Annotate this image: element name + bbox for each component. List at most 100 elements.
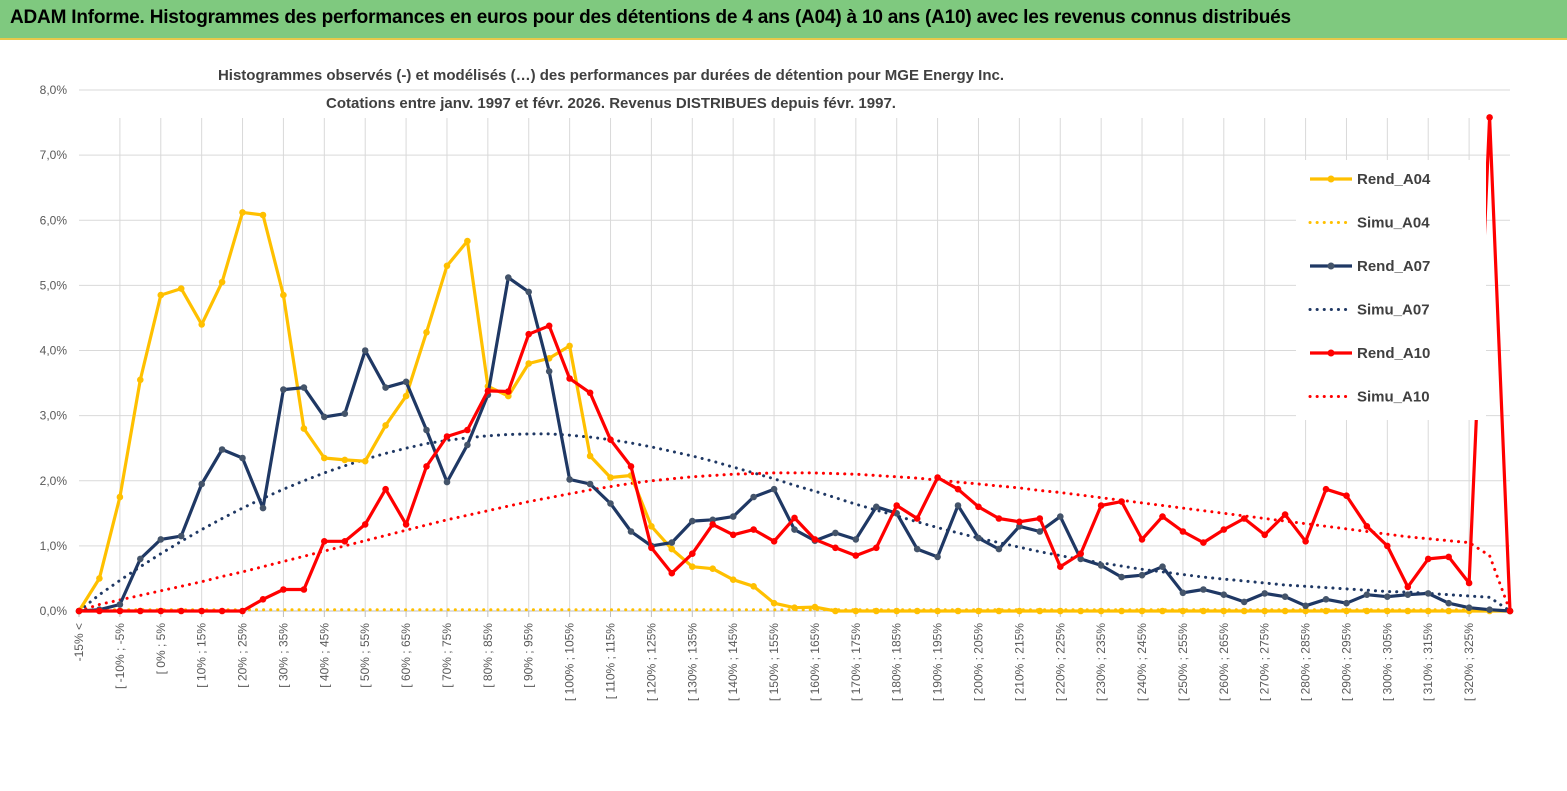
series xyxy=(75,114,1514,615)
data-point-rend-a10 xyxy=(729,531,737,539)
data-point-rend-a04 xyxy=(443,262,451,270)
x-tick-label: [ 30% ; 35% xyxy=(276,623,290,688)
y-tick-label: 4,0% xyxy=(40,344,68,358)
data-point-rend-a04 xyxy=(729,576,737,583)
data-point-rend-a07 xyxy=(423,426,430,434)
data-point-rend-a04 xyxy=(198,321,205,328)
x-tick-label: [ 20% ; 25% xyxy=(236,623,250,688)
data-point-rend-a10 xyxy=(995,515,1003,522)
data-point-rend-a10 xyxy=(1363,523,1371,530)
data-point-rend-a04 xyxy=(177,285,185,292)
data-point-rend-a10 xyxy=(975,503,982,511)
x-tick-label: [ 140% ; 145% xyxy=(726,623,740,701)
legend-label-rend-a10: Rend_A10 xyxy=(1357,345,1430,362)
data-point-rend-a04 xyxy=(1384,607,1391,615)
x-tick-label: [ 220% ; 225% xyxy=(1053,623,1067,701)
data-point-rend-a10 xyxy=(505,388,512,395)
data-point-rend-a10 xyxy=(1302,538,1309,545)
data-point-rend-a04 xyxy=(116,493,124,501)
data-point-rend-a04 xyxy=(382,422,389,429)
data-point-rend-a07 xyxy=(627,528,635,535)
x-tick-label: [ 40% ; 45% xyxy=(317,623,331,688)
data-point-rend-a10 xyxy=(157,607,165,615)
data-point-rend-a10 xyxy=(1220,526,1228,533)
legend-background xyxy=(1296,160,1486,420)
chart-title: Histogrammes observés (-) et modélisés (… xyxy=(218,67,1004,84)
data-point-rend-a07 xyxy=(137,555,144,563)
data-point-rend-a07 xyxy=(1465,604,1473,611)
data-point-rend-a07 xyxy=(668,539,676,546)
data-point-rend-a10 xyxy=(709,521,716,528)
data-point-rend-a07 xyxy=(1302,602,1309,610)
data-point-rend-a10 xyxy=(668,569,676,577)
data-point-rend-a07 xyxy=(607,500,614,507)
x-tick-label: [ 240% ; 245% xyxy=(1135,623,1149,701)
data-point-rend-a10 xyxy=(464,426,471,434)
data-point-rend-a07 xyxy=(443,478,451,486)
data-point-rend-a10 xyxy=(913,515,921,522)
legend-label-simu-a07: Simu_A07 xyxy=(1357,302,1430,319)
data-point-rend-a04 xyxy=(280,291,287,299)
data-point-rend-a07 xyxy=(1077,555,1084,563)
data-point-rend-a10 xyxy=(1097,502,1105,509)
data-point-rend-a04 xyxy=(893,607,900,615)
data-point-rend-a10 xyxy=(198,607,205,615)
data-point-rend-a07 xyxy=(954,502,962,509)
data-point-rend-a10 xyxy=(1077,550,1084,557)
data-point-rend-a10 xyxy=(239,607,246,615)
data-point-rend-a07 xyxy=(791,526,798,533)
legend-label-rend-a04: Rend_A04 xyxy=(1357,171,1431,188)
data-point-rend-a04 xyxy=(1240,607,1248,615)
x-tick-label: [ -10% ; -5% xyxy=(113,623,127,689)
x-tick-label: [ 50% ; 55% xyxy=(358,623,372,688)
data-point-rend-a04 xyxy=(648,523,655,530)
data-point-rend-a10 xyxy=(443,433,451,440)
legend: Rend_A04 Simu_A04 Rend_A07 Simu_A07 Rend_A10… xyxy=(1308,171,1431,406)
data-point-rend-a10 xyxy=(116,607,124,615)
data-point-rend-a07 xyxy=(198,480,205,488)
data-point-rend-a10 xyxy=(1384,542,1391,550)
data-point-rend-a04 xyxy=(1281,607,1289,615)
data-point-rend-a10 xyxy=(852,552,860,559)
data-point-rend-a10 xyxy=(873,544,880,552)
data-point-rend-a10 xyxy=(1343,492,1350,500)
data-point-rend-a10 xyxy=(750,526,757,533)
data-point-rend-a10 xyxy=(954,485,962,493)
y-tick-label: 7,0% xyxy=(40,148,68,162)
legend-label-rend-a07: Rend_A07 xyxy=(1357,258,1430,275)
data-point-rend-a04 xyxy=(525,360,532,367)
data-point-rend-a10 xyxy=(648,544,655,552)
data-point-rend-a10 xyxy=(1486,114,1493,121)
data-point-rend-a04 xyxy=(137,376,144,384)
data-point-rend-a04 xyxy=(995,607,1003,615)
x-tick-label: [ 160% ; 165% xyxy=(808,623,822,701)
y-tick-label: 3,0% xyxy=(40,409,68,423)
data-point-rend-a10 xyxy=(280,586,287,593)
data-point-rend-a07 xyxy=(1486,606,1493,613)
data-point-rend-a07 xyxy=(239,454,246,462)
data-point-rend-a07 xyxy=(545,368,553,375)
x-tick-label: [ 70% ; 75% xyxy=(440,623,454,688)
data-point-rend-a04 xyxy=(96,575,103,582)
data-point-rend-a04 xyxy=(321,454,328,462)
data-point-rend-a04 xyxy=(1404,607,1412,615)
data-point-rend-a10 xyxy=(177,607,185,615)
data-point-rend-a04 xyxy=(1036,607,1044,615)
data-point-rend-a04 xyxy=(341,456,349,464)
data-point-rend-a07 xyxy=(116,601,124,608)
data-point-rend-a10 xyxy=(1261,531,1268,539)
x-tick-label: [ 120% ; 125% xyxy=(644,623,658,701)
data-point-rend-a07 xyxy=(1281,593,1289,600)
data-point-rend-a07 xyxy=(913,545,921,553)
data-point-rend-a10 xyxy=(1465,579,1473,587)
data-point-rend-a07 xyxy=(1404,591,1412,598)
data-point-rend-a07 xyxy=(464,441,471,449)
x-tick-label: [ 60% ; 65% xyxy=(399,623,413,688)
x-tick-label: [ 180% ; 185% xyxy=(890,623,904,701)
data-point-rend-a04 xyxy=(1200,607,1207,615)
data-point-rend-a07 xyxy=(1343,599,1350,607)
y-tick-label: 0,0% xyxy=(40,604,68,618)
x-tick-label: [ 90% ; 95% xyxy=(522,623,536,688)
data-point-rend-a10 xyxy=(218,607,226,615)
data-point-rend-a04 xyxy=(709,565,716,572)
